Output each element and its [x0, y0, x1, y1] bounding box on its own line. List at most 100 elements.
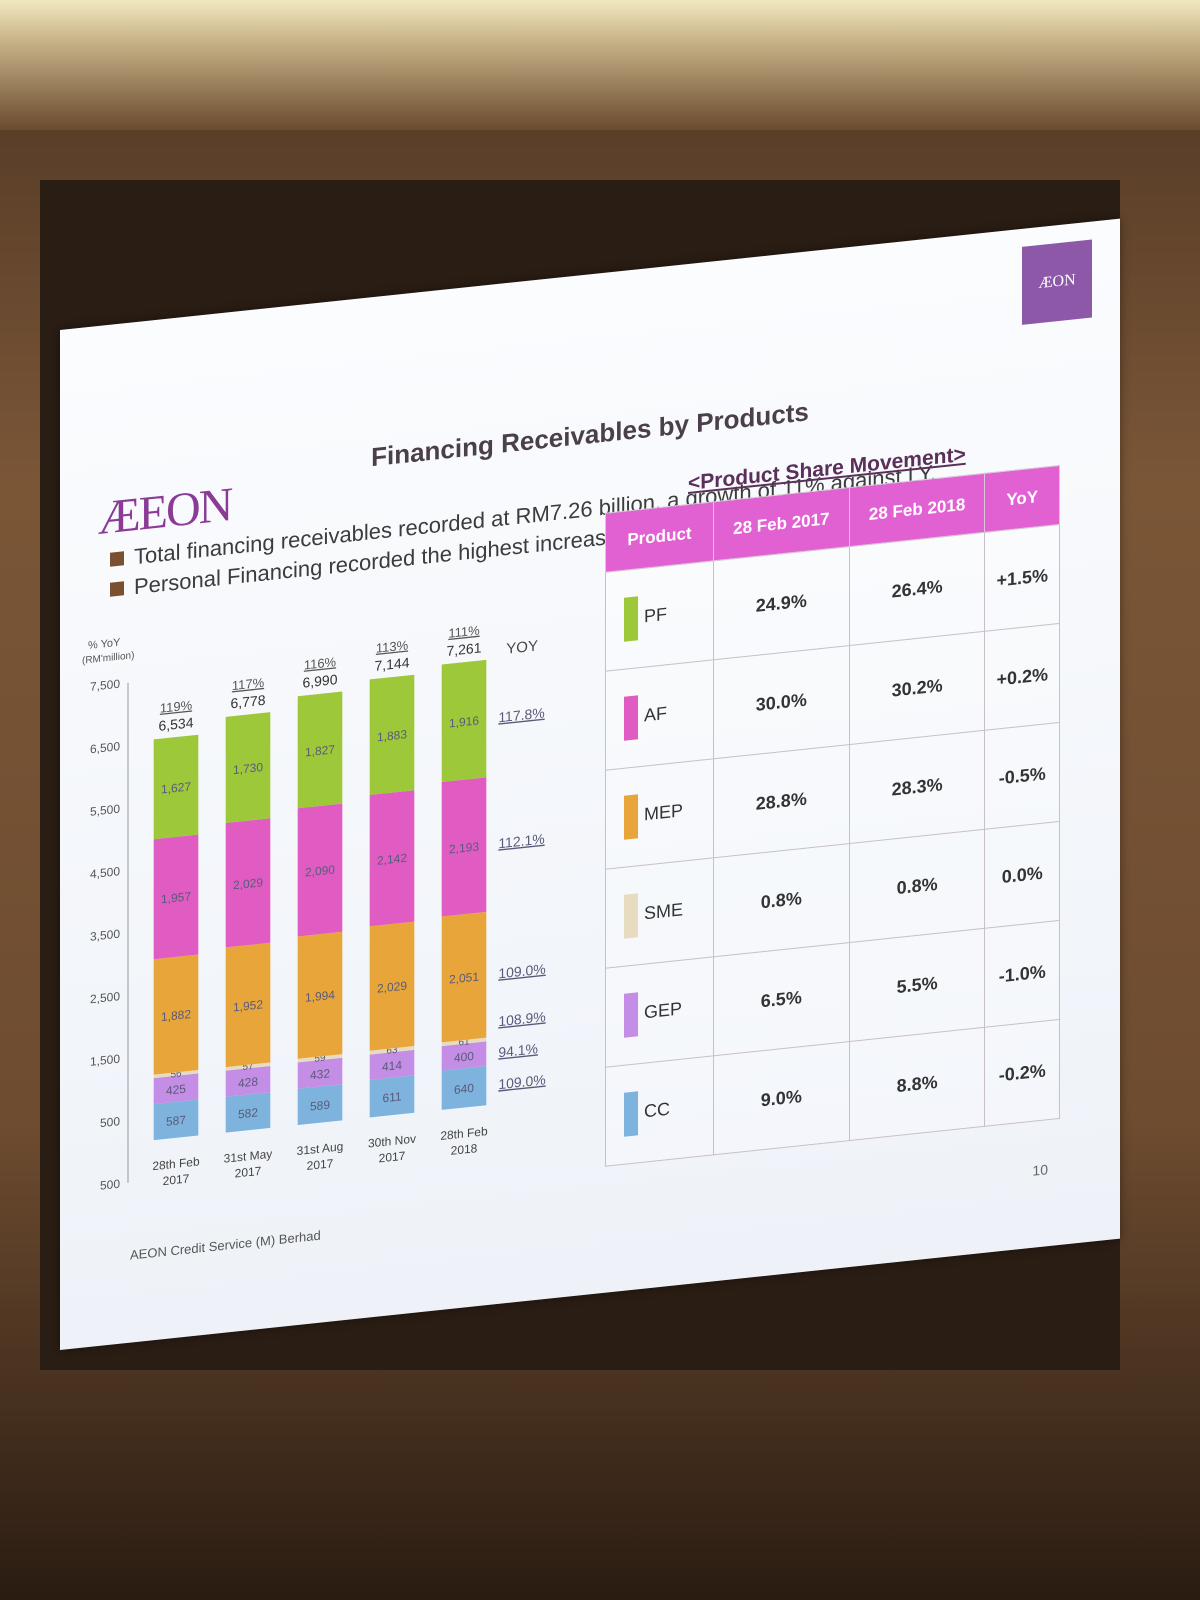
bar-segment-gep	[153, 1073, 199, 1105]
x-tick-label-year: 2017	[307, 1156, 334, 1173]
y-tick-label: 1,500	[90, 1052, 120, 1069]
bar-segment-sme	[225, 1062, 271, 1071]
bar-segment-pf	[225, 712, 271, 823]
bar-value-label: 432	[310, 1066, 330, 1082]
bar-value-label: 414	[382, 1058, 402, 1074]
bar-total-label: 6,534	[159, 714, 194, 734]
value-feb-2018: 8.8%	[849, 1027, 985, 1141]
bar-segment-gep	[369, 1049, 415, 1080]
gep-swatch	[624, 992, 638, 1038]
bar-segment-af	[225, 818, 271, 948]
value-yoy: +0.2%	[984, 623, 1060, 731]
header-yoy: YoY	[984, 465, 1060, 533]
bar-value-label: 2,029	[377, 979, 407, 996]
presentation-slide: ÆEON ÆON Financing Receivables by Produc…	[60, 218, 1120, 1351]
value-feb-2018: 5.5%	[849, 928, 985, 1042]
value-feb-2018: 30.2%	[849, 631, 985, 745]
ceiling	[0, 0, 1200, 130]
bar-segment-mep	[153, 954, 199, 1075]
bar-value-label: 1,882	[161, 1007, 191, 1024]
y-tick-label: 5,500	[90, 802, 120, 819]
chart-svg: % YoY(RM'million) 7,500 6,500 5,500 4,500 3,5…	[82, 623, 546, 1193]
y-tick-label: 7,500	[90, 677, 120, 694]
bar-total-label: 6,990	[303, 671, 338, 691]
bar-segment-cc	[297, 1084, 343, 1126]
bar-total-yoy-label: 119%	[160, 697, 193, 715]
product-name: MEP	[644, 800, 684, 825]
value-feb-2017: 0.8%	[713, 843, 850, 957]
bar-segment-gep	[441, 1041, 487, 1071]
bar-value-label: 582	[238, 1105, 258, 1121]
bar-value-label: 1,883	[377, 727, 407, 744]
value-feb-2018: 26.4%	[849, 532, 985, 646]
bar-value-label: 56	[170, 1068, 182, 1080]
bar-value-label: 589	[310, 1098, 330, 1114]
value-yoy: +1.5%	[984, 524, 1060, 632]
slide-title: Financing Receivables by Products	[371, 396, 809, 473]
bar-value-label: 57	[242, 1061, 254, 1073]
series-yoy-label-pf: 117.8%	[498, 705, 544, 726]
bar-segment-af	[153, 834, 199, 960]
bar-value-label: 61	[458, 1036, 470, 1048]
bar-total-label: 6,778	[231, 692, 266, 712]
bar-total-yoy-label: 111%	[448, 623, 480, 641]
bar-value-label: 611	[382, 1089, 401, 1105]
bar-value-label: 2,051	[449, 970, 479, 987]
product-name: CC	[644, 1098, 670, 1122]
bar-segment-gep	[225, 1065, 271, 1097]
bar-value-label: 1,916	[449, 713, 479, 730]
bar-total-label: 7,261	[447, 639, 482, 659]
y-axis-label-yoy: % YoY	[88, 637, 121, 652]
value-feb-2017: 24.9%	[713, 546, 850, 660]
footer-company: AEON Credit Service (M) Berhad	[130, 1227, 321, 1263]
x-tick-label-year: 2018	[451, 1141, 478, 1158]
bar-value-label: 400	[454, 1049, 474, 1065]
bar-value-label: 59	[314, 1053, 326, 1065]
series-yoy-label-sme: 108.9%	[498, 1008, 545, 1029]
bar-segment-cc	[441, 1065, 487, 1110]
value-feb-2017: 6.5%	[713, 942, 850, 1056]
x-tick-label-year: 2017	[163, 1171, 190, 1188]
bar-value-label: 2,193	[449, 839, 479, 856]
product-cell: GEP	[605, 956, 714, 1068]
aeon-badge-logo: ÆON	[1022, 239, 1092, 325]
bar-value-label: 428	[238, 1074, 258, 1090]
cc-swatch	[624, 1091, 638, 1137]
y-axis-label-unit: (RM'million)	[82, 650, 134, 666]
bar-value-label: 1,957	[161, 889, 191, 906]
bar-total-yoy-label: 117%	[232, 675, 265, 693]
bar-segment-gep	[297, 1057, 343, 1089]
bar-value-label: 1,994	[305, 988, 335, 1005]
bar-segment-cc	[225, 1092, 271, 1133]
bar-value-label: 425	[166, 1082, 186, 1098]
pf-swatch	[624, 596, 638, 642]
series-yoy-label-mep: 109.0%	[498, 961, 545, 982]
x-tick-label: 31st May	[224, 1147, 273, 1166]
bar-segment-pf	[297, 691, 343, 809]
x-tick-label: 28th Feb	[440, 1124, 488, 1143]
x-tick-label-year: 2017	[379, 1149, 406, 1166]
value-feb-2017: 9.0%	[713, 1041, 850, 1155]
product-cell: AF	[605, 659, 714, 771]
product-name: SME	[644, 899, 684, 924]
bar-total-label: 7,144	[375, 654, 410, 674]
product-cell: SME	[605, 857, 714, 969]
bullet-square-icon	[110, 551, 124, 567]
value-feb-2018: 28.3%	[849, 730, 985, 844]
bar-segment-pf	[441, 659, 487, 783]
y-tick-label: 2,500	[90, 989, 120, 1006]
stacked-bar-chart: % YoY (RM'million) 7,500 6,500 5,500 4,500 3,5…	[80, 573, 600, 1228]
bar-segment-pf	[369, 674, 415, 795]
bar-segment-mep	[297, 931, 343, 1059]
value-yoy: -0.5%	[984, 722, 1060, 830]
page-number: 10	[1032, 1161, 1048, 1179]
bar-segment-mep	[441, 911, 487, 1043]
product-name: AF	[644, 702, 668, 726]
x-tick-label-year: 2017	[235, 1164, 262, 1181]
product-share-table: Product 28 Feb 2017 28 Feb 2018 YoY PF 2…	[605, 465, 1060, 1167]
bar-segment-sme	[441, 1037, 487, 1047]
bar-value-label: 1,827	[305, 742, 335, 759]
product-cell: MEP	[605, 758, 714, 870]
bar-total-yoy-label: 116%	[304, 654, 337, 672]
product-cell: PF	[605, 560, 714, 672]
